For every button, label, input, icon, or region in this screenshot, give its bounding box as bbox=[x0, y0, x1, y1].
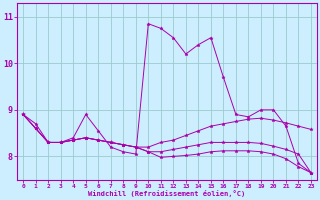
X-axis label: Windchill (Refroidissement éolien,°C): Windchill (Refroidissement éolien,°C) bbox=[88, 190, 246, 197]
